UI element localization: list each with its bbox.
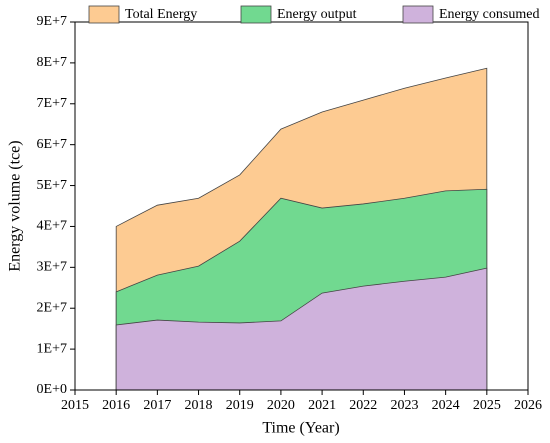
y-axis-label: Energy volume (tce) [7, 140, 24, 271]
y-tick-label: 5E+7 [37, 178, 67, 193]
y-tick-label: 9E+7 [37, 14, 67, 29]
y-tick-label: 6E+7 [37, 137, 67, 152]
x-tick-label: 2022 [349, 398, 377, 413]
y-tick-label: 7E+7 [37, 96, 67, 111]
legend-swatch [402, 5, 434, 24]
y-tick-label: 8E+7 [37, 55, 67, 70]
y-tick-label: 1E+7 [37, 341, 67, 356]
x-tick-label: 2017 [143, 398, 171, 413]
x-tick-label: 2018 [185, 398, 213, 413]
x-tick-label: 2025 [473, 398, 501, 413]
legend-swatch [240, 5, 272, 24]
legend-swatch [88, 5, 120, 24]
legend-label: Energy output [277, 7, 357, 22]
legend-label: Energy consumed [439, 7, 539, 22]
legend-label: Total Energy [125, 7, 197, 22]
y-tick-label: 2E+7 [37, 300, 67, 315]
plot-frame [74, 21, 529, 391]
x-tick-label: 2020 [267, 398, 295, 413]
y-tick-label: 0E+0 [37, 382, 67, 397]
y-tick-label: 4E+7 [37, 219, 67, 234]
x-tick-label: 2023 [390, 398, 418, 413]
y-tick-label: 3E+7 [37, 260, 67, 275]
x-tick-label: 2021 [308, 398, 336, 413]
x-tick-label: 2019 [226, 398, 254, 413]
x-tick-label: 2016 [102, 398, 130, 413]
x-tick-label: 2024 [432, 398, 460, 413]
x-tick-label: 2015 [61, 398, 89, 413]
area [115, 267, 488, 391]
x-tick-label: 2026 [514, 398, 542, 413]
x-axis-label: Time (Year) [262, 420, 339, 437]
